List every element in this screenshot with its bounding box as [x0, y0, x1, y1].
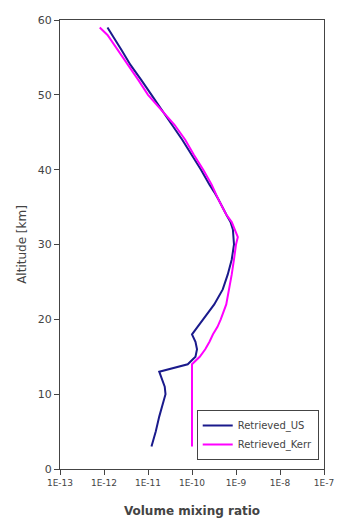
svg-text:Retrieved_US: Retrieved_US [238, 420, 305, 432]
svg-text:1E-10: 1E-10 [179, 478, 205, 488]
svg-text:1E-13: 1E-13 [47, 478, 73, 488]
svg-text:1E-9: 1E-9 [226, 478, 247, 488]
svg-text:10: 10 [38, 388, 52, 401]
svg-text:Volume mixing ratio: Volume mixing ratio [124, 504, 260, 518]
svg-text:20: 20 [38, 313, 52, 326]
svg-text:1E-12: 1E-12 [91, 478, 117, 488]
svg-text:60: 60 [38, 14, 52, 27]
svg-text:1E-8: 1E-8 [270, 478, 291, 488]
svg-text:30: 30 [38, 238, 52, 251]
svg-text:50: 50 [38, 89, 52, 102]
svg-text:Altitude [km]: Altitude [km] [15, 205, 29, 284]
svg-text:Retrieved_Kerr: Retrieved_Kerr [238, 439, 312, 451]
svg-text:0: 0 [45, 463, 52, 476]
svg-text:40: 40 [38, 164, 52, 177]
svg-text:1E-7: 1E-7 [314, 478, 334, 488]
svg-text:1E-11: 1E-11 [135, 478, 161, 488]
